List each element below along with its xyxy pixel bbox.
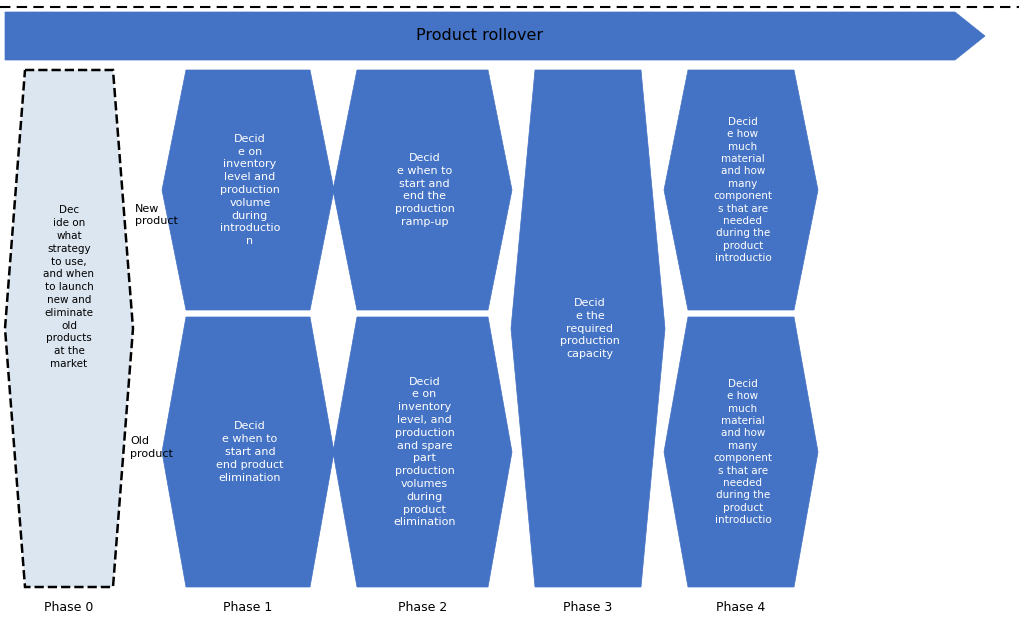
Polygon shape	[663, 317, 817, 587]
Text: Product rollover: Product rollover	[416, 29, 543, 43]
Polygon shape	[332, 317, 512, 587]
Polygon shape	[5, 12, 984, 60]
Text: Decid
e on
inventory
level and
production
volume
during
introductio
n: Decid e on inventory level and productio…	[220, 134, 280, 246]
Polygon shape	[663, 70, 817, 310]
Text: Decid
e the
required
production
capacity: Decid e the required production capacity	[559, 298, 620, 359]
Text: Decid
e how
much
material
and how
many
component
s that are
needed
during the
pr: Decid e how much material and how many c…	[713, 379, 771, 525]
Polygon shape	[511, 70, 664, 587]
Text: Phase 1: Phase 1	[223, 601, 272, 614]
Text: Decid
e when to
start and
end the
production
ramp-up: Decid e when to start and end the produc…	[394, 153, 454, 227]
Text: Phase 3: Phase 3	[562, 601, 612, 614]
Text: Decid
e how
much
material
and how
many
component
s that are
needed
during the
pr: Decid e how much material and how many c…	[713, 117, 771, 264]
Text: Phase 2: Phase 2	[397, 601, 446, 614]
Polygon shape	[162, 70, 333, 310]
Text: Phase 0: Phase 0	[44, 601, 94, 614]
Text: Decid
e on
inventory
level, and
production
and spare
part
production
volumes
dur: Decid e on inventory level, and producti…	[393, 376, 455, 528]
Text: Decid
e when to
start and
end product
elimination: Decid e when to start and end product el…	[216, 422, 283, 482]
Polygon shape	[162, 317, 333, 587]
Text: Phase 4: Phase 4	[715, 601, 765, 614]
Text: Old
product: Old product	[129, 436, 172, 459]
Text: New
product: New product	[135, 203, 177, 226]
Text: Dec
ide on
what
strategy
to use,
and when
to launch
new and
eliminate
old
produc: Dec ide on what strategy to use, and whe…	[44, 205, 95, 369]
Polygon shape	[5, 70, 132, 587]
Polygon shape	[332, 70, 512, 310]
